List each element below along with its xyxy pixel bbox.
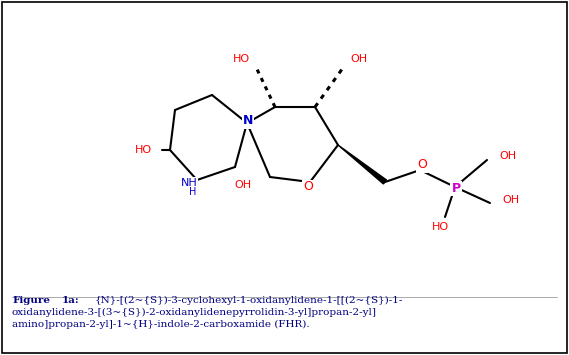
Text: HO: HO <box>431 222 448 232</box>
Text: OH: OH <box>234 180 251 190</box>
Text: OH: OH <box>351 54 368 64</box>
Text: P: P <box>451 181 460 195</box>
Text: NH: NH <box>180 178 197 188</box>
Text: amino]propan-2-yl]-1~{H}-indole-2-carboxamide (FHR).: amino]propan-2-yl]-1~{H}-indole-2-carbox… <box>12 320 310 329</box>
Text: HO: HO <box>233 54 250 64</box>
Text: oxidanylidene-3-[(3~{S})-2-oxidanylidenepyrrolidin-3-yl]propan-2-yl]: oxidanylidene-3-[(3~{S})-2-oxidanylidene… <box>12 308 377 317</box>
Text: N: N <box>243 115 253 127</box>
Text: {N}-[(2~{S})-3-cyclohexyl-1-oxidanylidene-1-[[(2~{S})-1-: {N}-[(2~{S})-3-cyclohexyl-1-oxidanyliden… <box>95 296 403 305</box>
Text: 1a:: 1a: <box>62 296 80 305</box>
Text: OH: OH <box>502 195 519 205</box>
Text: Figure: Figure <box>12 296 50 305</box>
Text: H: H <box>189 187 197 197</box>
Polygon shape <box>338 145 386 184</box>
Text: O: O <box>303 180 313 193</box>
Text: O: O <box>417 158 427 171</box>
Text: OH: OH <box>499 151 516 161</box>
Text: HO: HO <box>135 145 152 155</box>
